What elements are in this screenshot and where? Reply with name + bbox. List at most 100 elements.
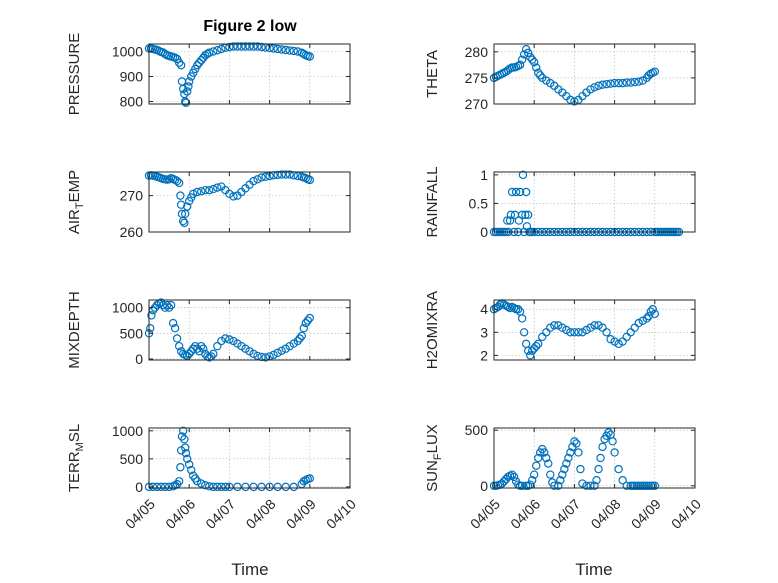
y-tick-label: 260 (120, 224, 144, 240)
data-point (550, 321, 559, 330)
y-axis-label: AIRTEMP (66, 170, 86, 234)
y-tick-label: 1 (480, 167, 488, 183)
data-point (598, 442, 607, 452)
data-point (642, 314, 651, 323)
y-axis-label-rest: EMP (66, 170, 83, 203)
data-point (509, 303, 519, 313)
data-point (626, 78, 635, 87)
data-point (229, 192, 238, 201)
data-point (614, 339, 623, 349)
data-point (305, 175, 314, 185)
data-point (586, 323, 595, 332)
data-point (184, 77, 194, 86)
data-point (160, 482, 170, 492)
data-point (648, 305, 657, 314)
x-tick-label: 04/06 (162, 496, 198, 532)
data-point (237, 42, 246, 51)
data-point (650, 67, 660, 76)
y-axis-label-main: MIXDEPTH (66, 291, 83, 369)
data-point (610, 448, 619, 457)
data-point (176, 61, 186, 70)
data-point (273, 482, 282, 492)
data-point (618, 476, 627, 485)
data-point (233, 482, 242, 492)
data-point (209, 349, 218, 359)
data-point (295, 334, 304, 343)
data-point (209, 47, 218, 56)
data-point (556, 476, 565, 485)
data-point (225, 335, 234, 344)
data-point (257, 173, 266, 182)
data-point (249, 42, 258, 51)
data-point (630, 77, 639, 87)
data-point (176, 191, 185, 200)
subplot-5: 0 500 1000 MIXDEPTH (66, 291, 351, 369)
data-point (146, 324, 155, 333)
x-tick-label: 04/05 (467, 496, 503, 532)
data-point (634, 318, 643, 328)
data-point (622, 332, 631, 342)
axes-box (493, 427, 696, 489)
data-point (566, 95, 575, 105)
data-point (180, 218, 189, 228)
data-point (221, 334, 230, 343)
data-point (191, 341, 200, 351)
data-point (554, 321, 563, 330)
x-axis-label-right: Time (575, 560, 612, 579)
axes-box (493, 171, 696, 233)
data-point (515, 187, 525, 197)
data-point (509, 472, 519, 482)
data-point (217, 482, 226, 492)
y-tick-label: 800 (120, 94, 144, 110)
data-point (172, 176, 182, 186)
axes-box (493, 43, 696, 105)
data-point (560, 464, 569, 474)
data-point (170, 324, 180, 333)
subplot-3: 260 270 AIRTEMP (66, 170, 351, 240)
data-point (181, 449, 191, 458)
data-point (515, 60, 525, 70)
data-point (289, 482, 298, 492)
data-point (554, 481, 563, 490)
x-tick-label: 04/10 (323, 496, 359, 532)
data-point (505, 216, 515, 225)
data-point (501, 301, 511, 310)
data-point (249, 176, 258, 186)
data-point (610, 78, 619, 88)
x-tick-label: 04/08 (588, 496, 624, 532)
data-point (650, 481, 660, 490)
data-series (144, 170, 314, 228)
data-point (189, 189, 198, 199)
data-point (197, 187, 206, 196)
y-axis-label: TERRMSL (66, 424, 86, 492)
y-tick-label: 0 (480, 224, 488, 240)
data-point (281, 482, 290, 492)
data-point (521, 210, 530, 220)
data-point (562, 325, 571, 335)
data-point (495, 300, 505, 309)
data-point (544, 459, 553, 468)
x-axis-label-left: Time (231, 560, 268, 579)
data-point (225, 42, 234, 52)
y-axis-label: MIXDEPTH (66, 291, 83, 369)
data-point (253, 175, 262, 184)
y-tick-label: 2 (480, 347, 488, 363)
y-tick-label: 500 (120, 325, 144, 341)
data-point (523, 210, 533, 220)
data-point (530, 470, 539, 479)
data-point (634, 77, 643, 86)
data-point (608, 437, 617, 446)
data-point (233, 42, 242, 51)
data-point (590, 321, 599, 330)
data-point (618, 78, 627, 88)
y-tick-label: 1000 (112, 423, 143, 439)
data-point (193, 187, 202, 197)
data-point (178, 426, 188, 436)
subplot-1: 800 900 1000 PRESSURE (66, 33, 351, 115)
subplot-6: 2 3 4 H2OMIXRA (424, 291, 696, 369)
axes-box (148, 171, 351, 233)
data-point (241, 482, 250, 492)
data-point (253, 42, 262, 51)
data-point (257, 482, 266, 492)
